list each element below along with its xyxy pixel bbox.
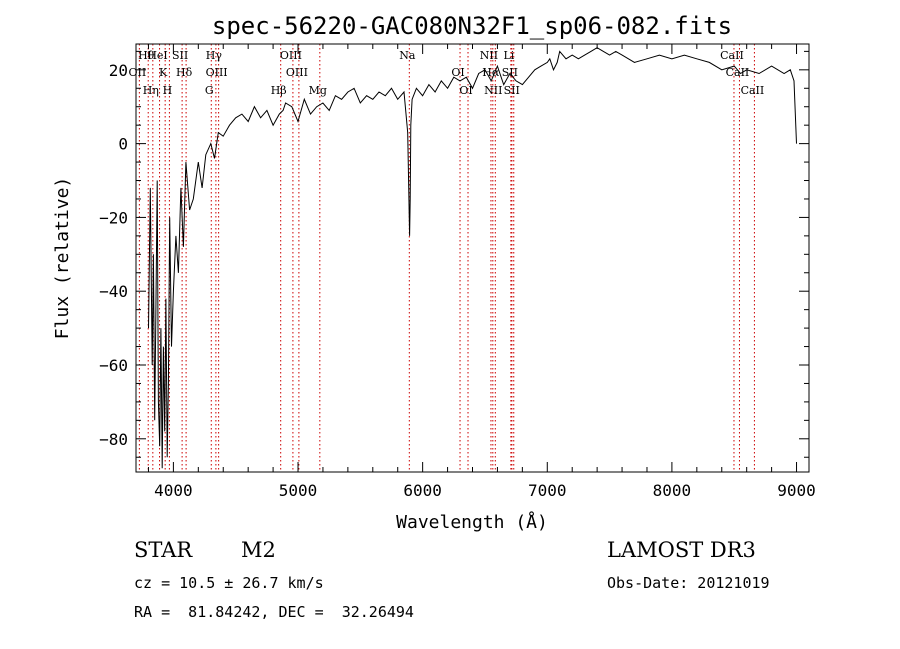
object-subclass: M2 — [241, 538, 276, 562]
x-axis-label: Wavelength (Å) — [396, 511, 548, 533]
marker-label-24: CaII — [720, 49, 744, 62]
marker-label-23: SII — [504, 84, 520, 97]
marker-label-10: OIII — [206, 66, 228, 79]
marker-label-16: OI — [451, 66, 464, 79]
object-class: STAR — [134, 538, 193, 562]
marker-label-3: HeI — [147, 49, 167, 62]
x-tick-label-0: 4000 — [154, 481, 193, 500]
marker-label-4: K — [159, 66, 168, 79]
marker-label-1: OII — [129, 66, 147, 79]
redshift-readout: cz = 10.5 ± 26.7 km/s — [134, 574, 324, 592]
marker-label-26: CaII — [741, 84, 765, 97]
y-tick-label-5: −80 — [99, 430, 128, 449]
marker-label-13: OIII — [286, 66, 308, 79]
marker-label-17: OI — [459, 84, 472, 97]
marker-label-25: CaII — [726, 66, 750, 79]
chart-title: spec-56220-GAC080N32F1_sp06-082.fits — [212, 12, 732, 40]
marker-label-8: G — [205, 84, 214, 97]
marker-label-11: Hβ — [271, 84, 287, 97]
marker-label-2: Hη — [143, 84, 159, 97]
marker-label-21: Li — [503, 49, 514, 62]
marker-label-20: NII — [484, 84, 502, 97]
obs-date: Obs-Date: 20121019 — [607, 574, 770, 592]
marker-label-6: SII — [172, 49, 188, 62]
y-tick-label-1: 0 — [118, 135, 128, 154]
y-tick-label-2: −20 — [99, 208, 128, 227]
y-tick-label-4: −60 — [99, 356, 128, 375]
emission-line-labels: HθOIIHηHeIKHSIIHδGHγOIIIHβOIIIOIIIMgNaOI… — [129, 49, 765, 97]
marker-label-14: Mg — [309, 84, 327, 97]
y-axis-label: Flux (relative) — [52, 177, 73, 340]
y-tick-label-3: −40 — [99, 282, 128, 301]
y-tick-label-0: 20 — [109, 61, 128, 80]
coordinates: RA = 81.84242, DEC = 32.26494 — [134, 603, 414, 621]
marker-label-9: Hγ — [206, 49, 223, 62]
y-axis: 20 0 −20 −40 −60 −80 — [99, 50, 809, 458]
x-tick-label-4: 8000 — [653, 481, 692, 500]
marker-label-5: H — [163, 84, 173, 97]
marker-label-19: Hα — [482, 66, 500, 79]
flux-series-line — [148, 47, 797, 469]
emission-line-markers — [138, 44, 755, 472]
marker-label-12: OIII — [280, 49, 302, 62]
marker-label-15: Na — [399, 49, 416, 62]
x-axis: 4000 5000 6000 7000 8000 9000 — [147, 44, 816, 500]
x-tick-label-2: 6000 — [403, 481, 442, 500]
x-tick-label-3: 7000 — [528, 481, 567, 500]
x-tick-label-5: 9000 — [777, 481, 816, 500]
x-tick-label-1: 5000 — [279, 481, 318, 500]
survey-name: LAMOST DR3 — [607, 538, 756, 562]
marker-label-18: NII — [480, 49, 498, 62]
marker-label-22: SII — [502, 66, 518, 79]
plot-frame — [135, 43, 810, 473]
marker-label-0: Hθ — [138, 49, 155, 62]
marker-label-7: Hδ — [176, 66, 193, 79]
